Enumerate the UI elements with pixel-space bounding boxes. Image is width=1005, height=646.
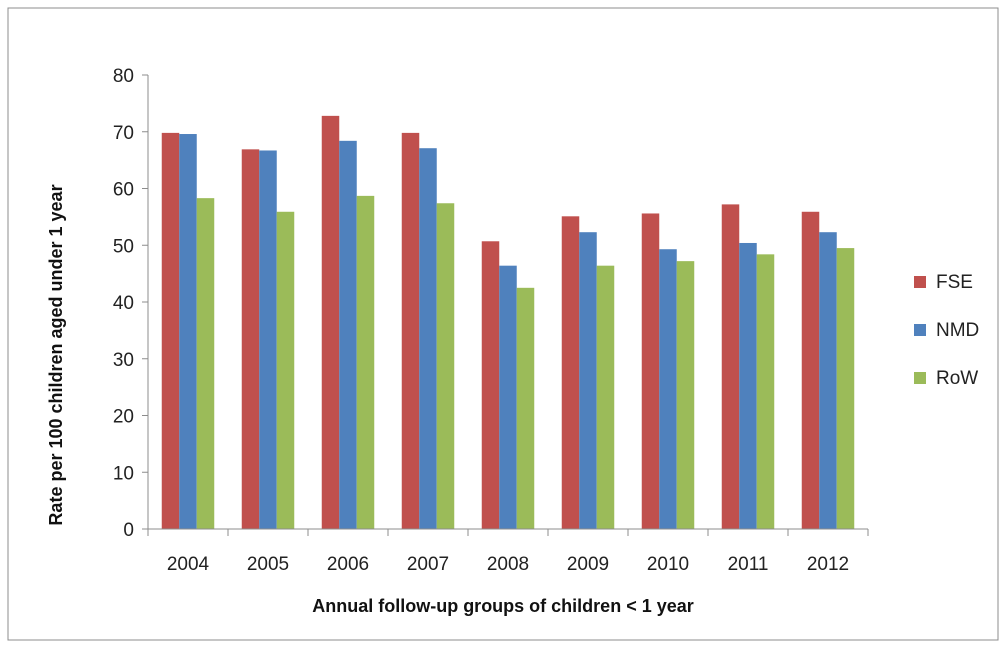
bar-nmd-2004 <box>179 134 197 529</box>
bar-nmd-2010 <box>659 249 677 529</box>
bar-fse-2008 <box>481 241 500 529</box>
bar-nmd-2012 <box>819 232 837 529</box>
bar-nmd-2009 <box>579 232 597 529</box>
bar-fse-2006 <box>321 115 340 530</box>
bar-fse-2005 <box>241 149 260 529</box>
y-tick-label: 70 <box>113 123 134 144</box>
x-tick-label: 2012 <box>807 554 849 575</box>
bar-fse-2004 <box>161 132 180 529</box>
bar-row-2009 <box>596 265 615 529</box>
y-tick-label: 0 <box>123 520 134 541</box>
x-tick-label: 2011 <box>728 554 769 575</box>
bar-nmd-2006 <box>339 140 357 529</box>
legend-swatch-fse <box>914 276 926 288</box>
bar-fse-2010 <box>641 213 660 529</box>
legend-swatch-row <box>914 372 926 384</box>
y-tick-label: 30 <box>113 350 134 371</box>
y-tick-label: 80 <box>113 66 134 87</box>
y-tick-label: 50 <box>113 236 134 257</box>
bars-group <box>161 115 855 530</box>
bar-nmd-2011 <box>739 242 757 530</box>
y-tick-label: 10 <box>113 463 134 484</box>
x-axis-ticks: 2004 2005 2006 2007 2008 2009 2010 2011 2012 <box>147 529 869 575</box>
bar-row-2004 <box>196 198 215 529</box>
bar-nmd-2007 <box>419 148 437 529</box>
y-tick-label: 60 <box>113 180 134 201</box>
x-tick-label: 2004 <box>167 554 210 575</box>
legend-label-fse: FSE <box>936 272 973 293</box>
bar-row-2010 <box>676 261 695 529</box>
legend: FSE NMD RoW <box>914 272 979 389</box>
x-tick-label: 2005 <box>247 554 289 575</box>
bar-fse-2007 <box>401 132 420 529</box>
x-tick-label: 2007 <box>407 554 449 575</box>
x-tick-label: 2010 <box>647 554 689 575</box>
bar-nmd-2008 <box>499 265 517 529</box>
x-axis-title: Annual follow-up groups of children < 1 … <box>312 596 694 616</box>
bar-row-2012 <box>836 248 855 529</box>
y-axis-title: Rate per 100 children aged under 1 year <box>46 184 66 525</box>
bar-row-2007 <box>436 203 455 529</box>
y-tick-label: 40 <box>113 293 134 314</box>
x-tick-label: 2008 <box>487 554 529 575</box>
bar-row-2005 <box>276 211 295 529</box>
bar-row-2008 <box>516 287 535 529</box>
x-tick-label: 2009 <box>567 554 609 575</box>
legend-swatch-nmd <box>914 324 926 336</box>
bar-fse-2012 <box>801 211 820 529</box>
bar-nmd-2005 <box>259 150 277 530</box>
y-axis-ticks: 0 10 20 30 40 50 60 70 80 <box>113 66 148 541</box>
bar-row-2011 <box>756 254 775 529</box>
legend-label-row: RoW <box>936 368 978 389</box>
y-tick-label: 20 <box>113 407 134 428</box>
x-tick-label: 2006 <box>327 554 369 575</box>
bar-fse-2011 <box>721 204 740 529</box>
bar-fse-2009 <box>561 216 580 529</box>
bar-row-2006 <box>356 195 375 529</box>
legend-label-nmd: NMD <box>936 320 979 341</box>
